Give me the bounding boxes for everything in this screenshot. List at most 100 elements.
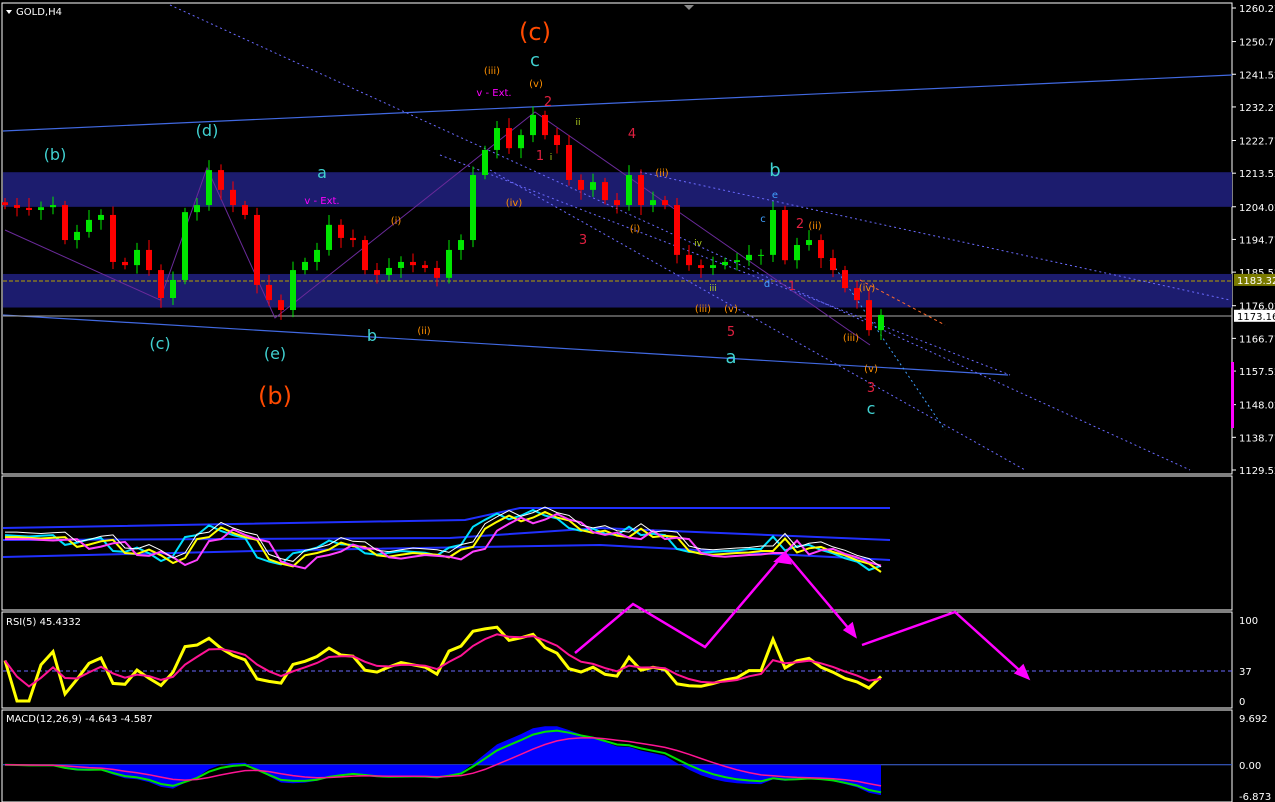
candle-body bbox=[266, 284, 272, 301]
candle-body bbox=[470, 175, 476, 241]
wave-label: b bbox=[769, 160, 780, 181]
macd-tick-label: -6.873 bbox=[1239, 792, 1271, 802]
candle-body bbox=[854, 288, 860, 301]
price-tick-label: 1148.02 bbox=[1239, 401, 1275, 412]
wave-label: iii bbox=[709, 284, 717, 294]
candle-body bbox=[230, 189, 236, 206]
candle-body bbox=[710, 265, 716, 268]
candle-body bbox=[422, 265, 428, 268]
candle-body bbox=[362, 240, 368, 271]
wave-label: c bbox=[867, 399, 876, 418]
candle-body bbox=[446, 249, 452, 278]
price-tick-label: 1222.77 bbox=[1239, 137, 1275, 148]
candle-body bbox=[506, 128, 512, 149]
wave-label: (v) bbox=[864, 364, 878, 375]
price-tick-label: 1204.02 bbox=[1239, 203, 1275, 214]
main-pane-frame bbox=[1, 2, 1233, 475]
rsi-tick-label: 0 bbox=[1239, 697, 1245, 708]
rsi-pane-frame bbox=[1, 611, 1233, 709]
level-price-marker: 1183.32 bbox=[1237, 276, 1275, 287]
price-tick-label: 1250.77 bbox=[1239, 38, 1275, 49]
candle-body bbox=[662, 200, 668, 206]
candle-body bbox=[26, 207, 32, 211]
candle-body bbox=[626, 175, 632, 206]
price-tick-label: 1185.52 bbox=[1239, 268, 1275, 279]
candle-body bbox=[542, 114, 548, 136]
wave-label: (e) bbox=[264, 344, 286, 363]
candle-body bbox=[674, 205, 680, 255]
band-indicator bbox=[2, 506, 891, 573]
candle-body bbox=[242, 205, 248, 215]
price-tick-label: 1241.52 bbox=[1239, 70, 1275, 81]
wave-label: (c) bbox=[519, 18, 551, 46]
wave-label: (iv) bbox=[506, 198, 523, 209]
candle-body bbox=[842, 270, 848, 289]
macd-signal-line bbox=[4, 737, 882, 787]
wave-label: v - Ext. bbox=[304, 196, 339, 207]
scroll-shift-marker-icon[interactable] bbox=[684, 5, 694, 10]
macd-pane-frame bbox=[1, 709, 1233, 802]
candle-body bbox=[314, 249, 320, 262]
wave-label: 1 bbox=[788, 279, 796, 293]
rsi-line bbox=[3, 625, 883, 703]
candle-body bbox=[38, 207, 44, 211]
macd-tick-label: 9.692 bbox=[1239, 714, 1268, 725]
candle-body bbox=[650, 200, 656, 206]
candle-body bbox=[614, 200, 620, 206]
candle-body bbox=[350, 237, 356, 241]
sr-zone bbox=[3, 273, 1232, 308]
symbol-title[interactable]: GOLD,H4 bbox=[6, 7, 62, 18]
wave-label: (ii) bbox=[808, 221, 821, 232]
candle-body bbox=[50, 205, 56, 208]
candle-body bbox=[410, 261, 416, 266]
candle-body bbox=[806, 240, 812, 245]
wave-label: (d) bbox=[196, 121, 219, 140]
candles bbox=[2, 106, 884, 341]
wave-label: (iii) bbox=[843, 333, 859, 344]
candle-body bbox=[254, 214, 260, 285]
candle-body bbox=[866, 300, 872, 331]
wave-label: (v) bbox=[724, 304, 738, 315]
candle-body bbox=[734, 260, 740, 262]
macd-tick-label: 0.00 bbox=[1239, 761, 1261, 772]
candle-body bbox=[530, 114, 536, 136]
price-tick-label: 1157.52 bbox=[1239, 367, 1275, 378]
candle-body bbox=[518, 135, 524, 149]
dotted-trend-4 bbox=[639, 171, 1231, 301]
collapse-triangle-icon bbox=[6, 10, 12, 14]
wave-label: (c) bbox=[149, 334, 170, 353]
candle-body bbox=[830, 258, 836, 271]
macd-indicator: MACD(12,26,9) -4.643 -4.587 9.692 0.00 -6.… bbox=[3, 714, 1271, 802]
dotted-trend-6 bbox=[859, 279, 946, 326]
candle-body bbox=[554, 135, 560, 145]
wave-label: (b) bbox=[258, 382, 292, 410]
candle-body bbox=[338, 224, 344, 238]
candle-body bbox=[386, 267, 392, 276]
candle-body bbox=[14, 205, 20, 208]
wave-label: (ii) bbox=[655, 168, 668, 179]
candle-body bbox=[122, 261, 128, 266]
price-axis: 1260.27 1250.77 1241.52 1232.27 1222.77 1213.… bbox=[1232, 4, 1275, 477]
candle-body bbox=[602, 182, 608, 201]
wave-label: 5 bbox=[727, 325, 735, 340]
wave-label: (b) bbox=[44, 145, 67, 164]
wave-label: e bbox=[772, 190, 778, 201]
wave-labels: (b) (d) (c) (e) (b) a b v - Ext. (c) c (iii) (v) v -… bbox=[44, 18, 878, 418]
mid-band bbox=[2, 526, 891, 541]
band-pane-frame bbox=[1, 475, 1233, 611]
wave-label: 3 bbox=[867, 381, 875, 396]
candle-body bbox=[206, 170, 212, 206]
upper-band bbox=[2, 507, 890, 529]
candle-body bbox=[770, 210, 776, 255]
bid-price-marker: 1173.16 bbox=[1237, 312, 1275, 323]
wave-label: 2 bbox=[544, 95, 552, 110]
rsi-title: RSI(5) 45.4332 bbox=[6, 617, 81, 628]
price-tick-label: 1260.27 bbox=[1239, 4, 1275, 15]
band-oscillator-line bbox=[5, 512, 882, 570]
price-tick-label: 1129.52 bbox=[1239, 466, 1275, 477]
dotted-trend-3 bbox=[489, 169, 1026, 471]
candle-body bbox=[494, 128, 500, 150]
candle-body bbox=[458, 240, 464, 250]
price-tick-label: 1166.77 bbox=[1239, 334, 1275, 345]
